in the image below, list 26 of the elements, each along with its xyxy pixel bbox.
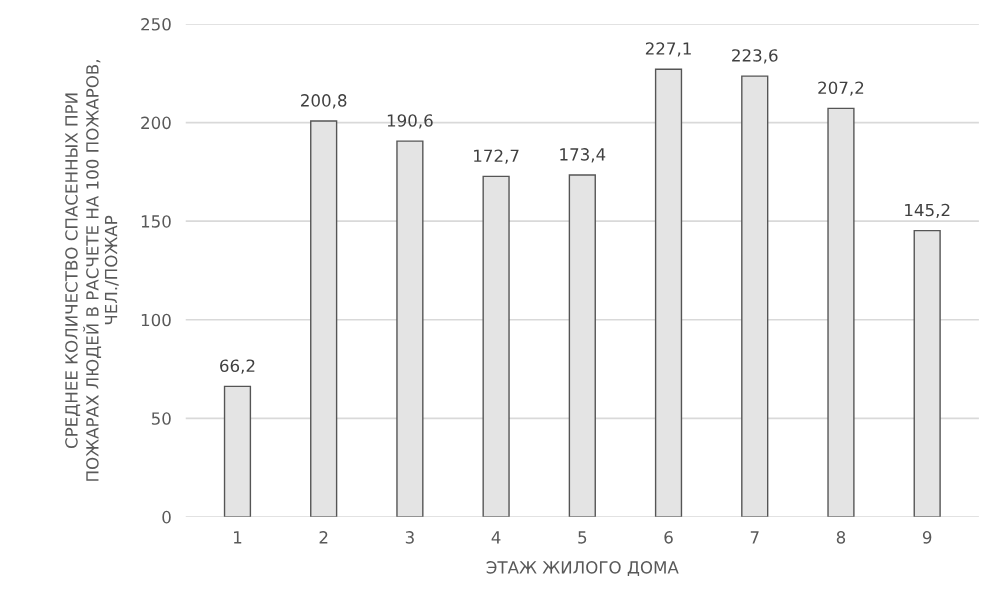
y-tick-label: 100 — [141, 313, 171, 327]
x-tick-label: 5 — [578, 531, 587, 544]
data-label: 172,7 — [474, 149, 519, 164]
data-label: 223,6 — [732, 49, 778, 64]
x-axis-title: ЭТАЖ ЖИЛОГО ДОМА — [486, 561, 679, 577]
y-tick-label: 0 — [162, 510, 171, 524]
x-tick-label: 6 — [664, 531, 673, 544]
data-label: 173,4 — [560, 148, 606, 163]
x-tick-label: 7 — [750, 531, 759, 544]
x-tick-label: 2 — [319, 531, 328, 544]
data-label: 227,1 — [645, 42, 691, 57]
x-tick-label: 8 — [836, 531, 846, 544]
x-tick-label: 3 — [405, 531, 414, 544]
y-axis-title: СРЕДНЕЕ КОЛИЧЕСТВО СПАСЕННЫХ ПРИ ПОЖАРАХ ЛЮДЕЙ В РАСЧЕТЕ НА 100 ПОЖАРОВ, ЧЕЛ./ПОЖАР — [65, 60, 119, 481]
x-tick-label: 4 — [491, 531, 501, 544]
y-tick-label: 150 — [141, 215, 171, 228]
x-tick-label: 9 — [922, 531, 932, 544]
data-label: 207,2 — [818, 81, 864, 96]
y-tick-label: 200 — [141, 116, 171, 130]
data-label: 66,2 — [220, 359, 255, 374]
y-tick-label: 50 — [151, 412, 171, 425]
data-label: 190,6 — [387, 114, 433, 129]
data-label: 145,2 — [905, 203, 950, 218]
data-label: 200,8 — [301, 94, 347, 109]
x-tick-label: 1 — [234, 531, 242, 544]
y-tick-label: 250 — [141, 18, 171, 31]
